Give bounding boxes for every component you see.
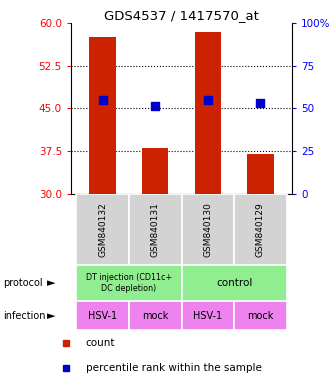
Title: GDS4537 / 1417570_at: GDS4537 / 1417570_at	[104, 9, 259, 22]
Bar	[182, 265, 287, 301]
Bar	[76, 301, 129, 330]
Bar	[195, 31, 221, 194]
Text: control: control	[216, 278, 252, 288]
Text: mock: mock	[142, 311, 168, 321]
Point	[152, 103, 158, 109]
Bar	[234, 301, 287, 330]
Bar	[182, 301, 234, 330]
Text: HSV-1: HSV-1	[88, 311, 117, 321]
Text: protocol: protocol	[3, 278, 43, 288]
Text: ►: ►	[47, 311, 55, 321]
Point	[258, 100, 263, 106]
Bar	[76, 194, 129, 265]
Text: infection: infection	[3, 311, 46, 321]
Text: ►: ►	[47, 278, 55, 288]
Text: percentile rank within the sample: percentile rank within the sample	[86, 363, 262, 373]
Bar	[76, 265, 182, 301]
Bar	[129, 301, 182, 330]
Text: DT injection (CD11c+
DC depletion): DT injection (CD11c+ DC depletion)	[86, 273, 172, 293]
Bar	[182, 194, 234, 265]
Bar	[247, 154, 274, 194]
Point	[100, 97, 105, 103]
Text: GSM840131: GSM840131	[151, 202, 160, 257]
Text: mock: mock	[247, 311, 274, 321]
Text: GSM840129: GSM840129	[256, 202, 265, 257]
Bar	[89, 37, 116, 194]
Point	[205, 97, 211, 103]
Text: HSV-1: HSV-1	[193, 311, 222, 321]
Bar	[129, 194, 182, 265]
Text: GSM840130: GSM840130	[203, 202, 212, 257]
Bar	[234, 194, 287, 265]
Text: GSM840132: GSM840132	[98, 202, 107, 257]
Bar	[142, 148, 168, 194]
Text: count: count	[86, 338, 115, 348]
